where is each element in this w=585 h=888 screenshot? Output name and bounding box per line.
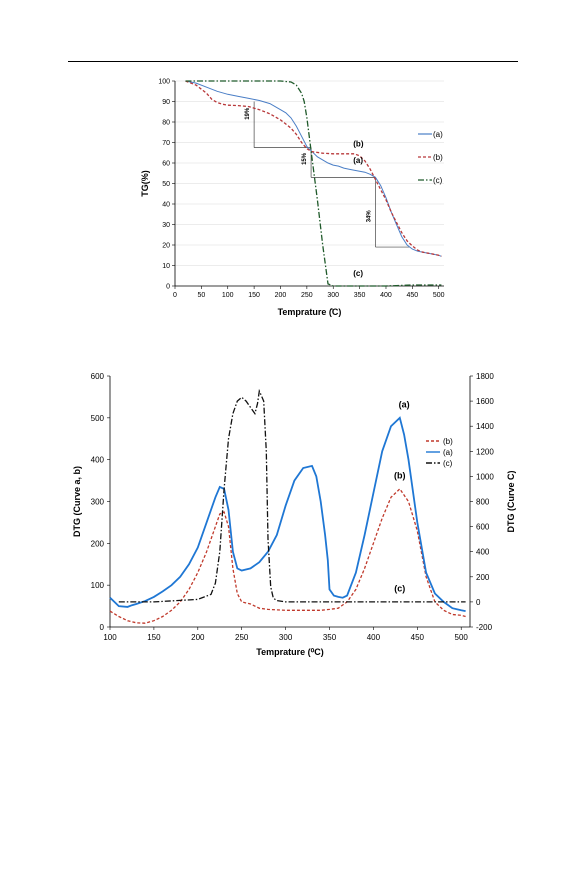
- legend-label: (a): [433, 130, 443, 139]
- y2-tick-label: 800: [476, 498, 490, 507]
- x-tick-label: 350: [354, 292, 366, 299]
- x-tick-label: 500: [455, 633, 469, 642]
- curve-label: (c): [353, 269, 363, 278]
- x-tick-label: 100: [103, 633, 117, 642]
- y-tick-label: 90: [162, 99, 170, 106]
- y-tick-label: 40: [162, 202, 170, 209]
- y2-axis-label: DTG (Curve C): [506, 470, 516, 532]
- y-axis-label: DTG (Curve a, b): [72, 466, 82, 537]
- y-tick-label: 20: [162, 243, 170, 250]
- x-tick-label: 400: [380, 292, 392, 299]
- y2-tick-label: 400: [476, 548, 490, 557]
- legend-label: (a): [443, 448, 453, 457]
- x-tick-label: 500: [433, 292, 445, 299]
- y-tick-label: 200: [91, 539, 105, 548]
- annotation-15-percent: 15%: [302, 152, 308, 165]
- series-line-0: [185, 80, 442, 257]
- series-line-2: [118, 388, 466, 603]
- y-tick-label: 70: [162, 140, 170, 147]
- annotation-34-percent: 34%: [366, 210, 372, 223]
- top-rule: [68, 61, 518, 62]
- y2-tick-label: 1600: [476, 397, 494, 406]
- y2-tick-label: 1000: [476, 472, 494, 481]
- curve-label: (b): [353, 140, 364, 149]
- y2-tick-label: 600: [476, 523, 490, 532]
- curve-label: (a): [399, 399, 410, 409]
- y-tick-label: 0: [100, 623, 105, 632]
- x-tick-label: 200: [275, 292, 287, 299]
- x-tick-label: 450: [407, 292, 419, 299]
- y-axis-label: TG(%): [140, 170, 150, 197]
- legend-label: (c): [433, 176, 443, 185]
- y-tick-label: 500: [91, 414, 105, 423]
- y-tick-label: 100: [91, 581, 105, 590]
- series-line-0: [109, 487, 466, 624]
- series-line-2: [185, 80, 442, 287]
- y-tick-label: 600: [91, 372, 105, 381]
- y-tick-label: 30: [162, 222, 170, 229]
- y2-tick-label: 0: [476, 598, 481, 607]
- y-tick-label: 80: [162, 120, 170, 127]
- x-axis-label: Temprature (̊C): [278, 307, 342, 317]
- y-tick-label: 300: [91, 498, 105, 507]
- y-tick-label: 10: [162, 263, 170, 270]
- y-tick-label: 60: [162, 161, 170, 168]
- y-tick-label: 400: [91, 456, 105, 465]
- legend-label: (b): [443, 437, 453, 446]
- curve-label: (c): [394, 583, 405, 593]
- y-tick-label: 100: [158, 79, 170, 86]
- legend-label: (b): [433, 153, 443, 162]
- x-tick-label: 200: [191, 633, 205, 642]
- tg-chart: 0 10 20 30 40 50 60 70 80 90 100 0 50 100 150 200 250 300…: [140, 79, 445, 318]
- y-tick-label: 50: [162, 181, 170, 188]
- x-tick-label: 50: [197, 292, 205, 299]
- y2-tick-label: 1400: [476, 422, 494, 431]
- y2-tick-label: 1800: [476, 372, 494, 381]
- y2-tick-label: 1200: [476, 447, 494, 456]
- y2-tick-label: -200: [476, 623, 493, 632]
- x-axis-label: Temprature (⁰C): [256, 647, 323, 657]
- x-tick-label: 150: [248, 292, 260, 299]
- series-line-1: [185, 80, 442, 257]
- x-tick-label: 150: [147, 633, 161, 642]
- x-tick-label: 400: [367, 633, 381, 642]
- y2-tick-label: 200: [476, 573, 490, 582]
- x-tick-label: 0: [173, 292, 177, 299]
- x-tick-label: 350: [323, 633, 337, 642]
- x-tick-label: 100: [222, 292, 234, 299]
- x-tick-label: 300: [279, 633, 293, 642]
- x-tick-label: 250: [235, 633, 249, 642]
- series-line-1: [109, 416, 466, 612]
- x-tick-label: 250: [301, 292, 313, 299]
- legend-label: (c): [443, 459, 453, 468]
- x-tick-label: 450: [411, 633, 425, 642]
- x-tick-label: 300: [327, 292, 339, 299]
- curve-label: (b): [394, 470, 406, 480]
- curve-label: (a): [353, 156, 363, 165]
- annotation-19-percent: 19%: [245, 107, 251, 120]
- y-tick-label: 0: [166, 284, 170, 291]
